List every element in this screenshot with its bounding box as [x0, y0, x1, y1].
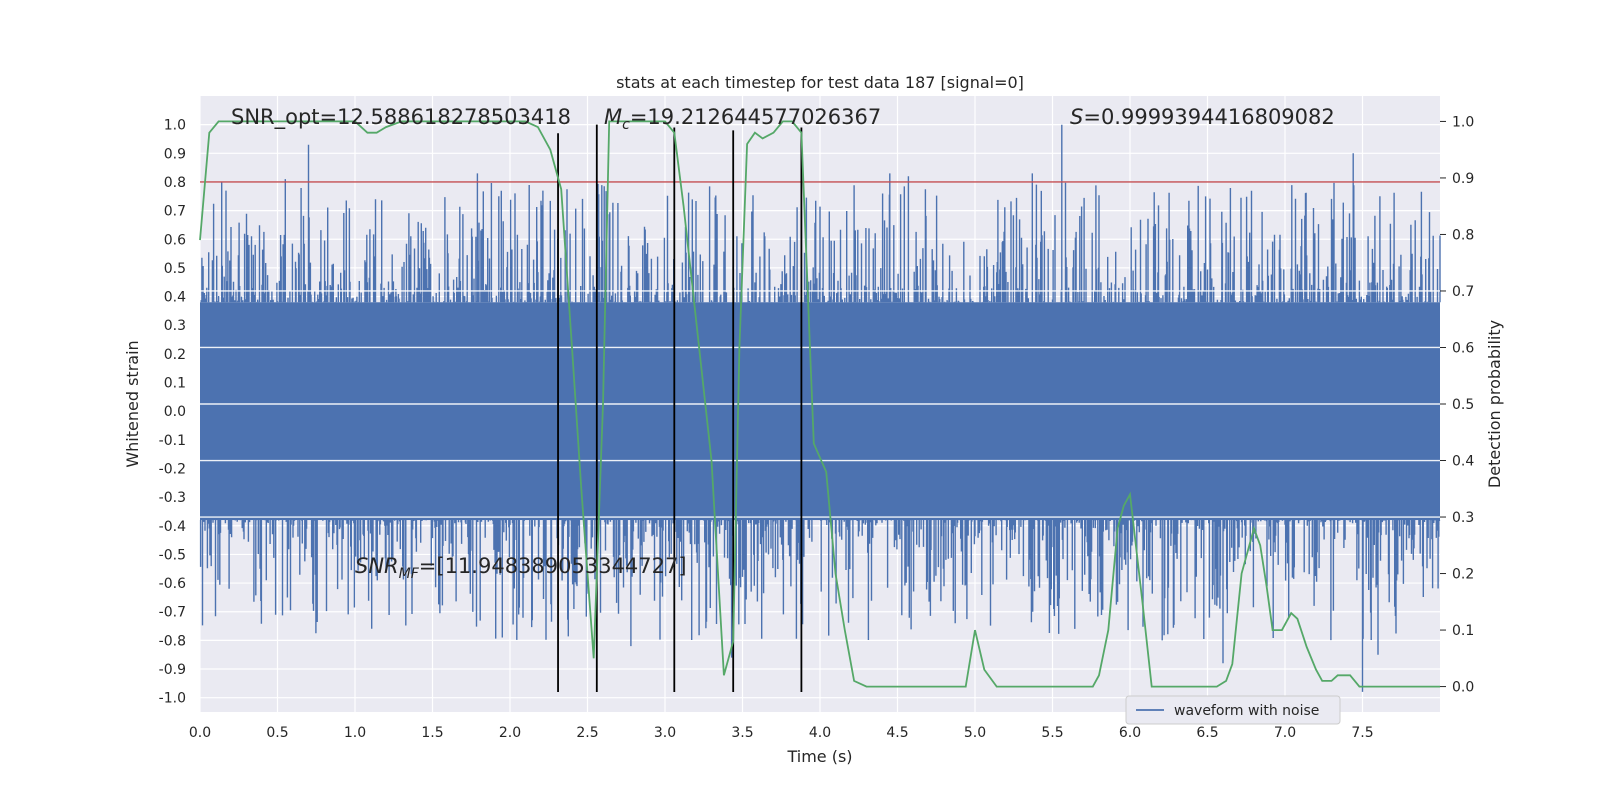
x-tick-label: 1.0 [344, 725, 366, 741]
y-left-tick-label: -0.8 [159, 633, 186, 649]
detection-probability-line [199, 120, 1440, 688]
y-left-tick-label: -0.6 [159, 576, 186, 592]
waveform-series [199, 124, 1441, 692]
x-tick-label: 1.5 [421, 725, 443, 741]
x-tick-label: 6.0 [1119, 725, 1141, 741]
x-tick-label: 3.0 [654, 725, 676, 741]
y-left-tick-label: 0.9 [164, 146, 186, 162]
y-right-tick-label: 0.1 [1452, 623, 1474, 639]
y-right-tick-label: 0.3 [1452, 510, 1474, 526]
x-tick-label: 6.5 [1196, 725, 1218, 741]
y-left-tick-label: 0.5 [164, 261, 186, 277]
chirp-mass-annotation: Mc=19.212644577026367 [604, 105, 881, 133]
x-tick-label: 7.5 [1351, 725, 1373, 741]
chirp-mass-symbol: M [604, 105, 622, 129]
y-left-tick-label: 0.3 [164, 318, 186, 334]
y-right-tick-label: 0.5 [1452, 397, 1474, 413]
x-tick-label: 2.0 [499, 725, 521, 741]
y-left-tick-label: -0.2 [159, 461, 186, 477]
x-tick-label: 5.0 [964, 725, 986, 741]
snr-mf-value: =[11.948389053344727] [419, 554, 687, 578]
y-right-tick-label: 0.8 [1452, 227, 1474, 243]
x-tick-label: 0.5 [266, 725, 288, 741]
waveform-core-band [200, 302, 1440, 521]
y-right-tick-label: 1.0 [1452, 114, 1474, 130]
y-left-tick-label: 0.4 [164, 290, 186, 306]
y-left-tick-label: -0.7 [159, 605, 186, 621]
chirp-mass-value: =19.212644577026367 [630, 105, 881, 129]
s-annotation: S=0.9999394416809082 [1070, 105, 1335, 129]
y-right-tick-labels: 1.0 0.9 0.8 0.7 0.6 0.5 0.4 0.3 0.2 0.1 0.0 [1440, 114, 1474, 696]
x-tick-label: 4.5 [886, 725, 908, 741]
snr-opt-annotation: SNR_opt=12.588618278503418 [231, 105, 571, 130]
y-left-tick-labels: 1.0 0.9 0.8 0.7 0.6 0.5 0.4 0.3 0.2 0.1 0.0 -0.1 -0.… [159, 118, 186, 707]
y-right-tick-label: 0.4 [1452, 454, 1474, 470]
y-right-tick-label: 0.7 [1452, 284, 1474, 300]
s-symbol: S [1070, 105, 1083, 129]
y-left-tick-label: -0.9 [159, 662, 186, 678]
y-left-tick-label: 1.0 [164, 118, 186, 134]
snr-mf-annotation: SNRMF=[11.948389053344727] [355, 554, 687, 582]
x-tick-label: 2.5 [576, 725, 598, 741]
chart-title: stats at each timestep for test data 187… [616, 73, 1024, 92]
y-right-tick-label: 0.2 [1452, 567, 1474, 583]
y-left-tick-label: 0.7 [164, 204, 186, 220]
y-left-tick-label: -1.0 [159, 691, 186, 707]
y-left-tick-label: 0.6 [164, 232, 186, 248]
y-axis-label-left: Whitened strain [123, 340, 142, 467]
waveform-spikes [199, 124, 1441, 692]
x-tick-label: 0.0 [189, 725, 211, 741]
y-right-tick-label: 0.6 [1452, 340, 1474, 356]
y-left-tick-label: 0.8 [164, 175, 186, 191]
legend: waveform with noise [1125, 695, 1341, 725]
y-left-tick-label: 0.1 [164, 376, 186, 392]
y-left-tick-label: -0.1 [159, 433, 186, 449]
y-axis-label-right: Detection probability [1485, 320, 1504, 488]
y-left-tick-label: -0.3 [159, 490, 186, 506]
chirp-mass-subscript: c [622, 117, 630, 133]
y-right-tick-label: 0.9 [1452, 171, 1474, 187]
legend-label: waveform with noise [1174, 703, 1319, 719]
y-right-tick-label: 0.0 [1452, 680, 1474, 696]
x-tick-label: 4.0 [809, 725, 831, 741]
snr-mf-subscript: MF [399, 566, 420, 582]
y-left-tick-label: -0.5 [159, 547, 186, 563]
snr-mf-symbol: SNR [355, 554, 399, 578]
x-tick-label: 3.5 [731, 725, 753, 741]
x-tick-labels: 0.0 0.5 1.0 1.5 2.0 2.5 3.0 3.5 4.0 4.5 5.0 5.5 6.0 6… [189, 725, 1374, 741]
s-value: =0.9999394416809082 [1083, 105, 1334, 129]
x-tick-label: 7.0 [1274, 725, 1296, 741]
x-axis-label: Time (s) [786, 747, 852, 766]
y-left-tick-label: 0.0 [164, 404, 186, 420]
x-tick-label: 5.5 [1041, 725, 1063, 741]
y-left-tick-label: 0.2 [164, 347, 186, 363]
grid-overlay [200, 290, 1440, 518]
y-left-tick-label: -0.4 [159, 519, 186, 535]
legend-box [1125, 695, 1341, 725]
